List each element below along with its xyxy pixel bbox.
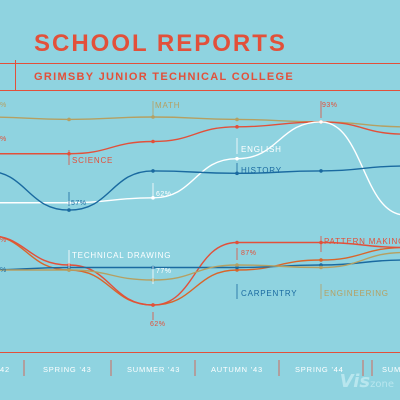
x-tick-label-2: SUMMER '43: [127, 365, 180, 374]
label-history: HISTORY: [241, 166, 282, 175]
label-technical-drawing: TECHNICAL DRAWING: [72, 251, 171, 260]
x-tick-label-4: SPRING '44: [295, 365, 344, 374]
pct-87: 87%: [241, 250, 257, 257]
point-english-4: [319, 120, 323, 124]
x-tick-label-1: SPRING '43: [43, 365, 92, 374]
x-tick-label-5: SUMMER: [382, 365, 400, 374]
x-axis: 42 SPRING '43 SUMMER '43 AUTUMN '43 SPRING '…: [0, 360, 400, 376]
series-science-line: [0, 121, 400, 155]
label-english: ENGLISH: [241, 145, 282, 154]
point-technical-drawing-3: [235, 268, 239, 272]
point-engineering-4: [319, 265, 323, 270]
label-pattern-making: PATTERN MAKING: [324, 237, 400, 246]
header-rule-tick: [15, 60, 16, 90]
x-axis-rule: [0, 352, 400, 353]
pct-left-b: %: [0, 267, 7, 274]
x-tick-label-3: AUTUMN '43: [211, 365, 263, 374]
label-math: MATH: [155, 101, 180, 110]
point-english-3: [235, 156, 239, 161]
panel-academic: % MATH 93%% SCIENCE ENGLISH HISTORY 57% 62%: [0, 101, 400, 215]
panel-technical: % TECHNICAL DRAWING PATTERN MAKING 87% 77%% C…: [0, 235, 400, 328]
point-math-1: [67, 117, 71, 122]
vizzone-watermark: Viszone: [339, 371, 394, 392]
label-engineering: ENGINEERING: [324, 289, 389, 298]
point-history-2: [151, 169, 155, 173]
x-tick-label-0: 42: [0, 365, 10, 374]
point-engineering-1: [67, 268, 71, 272]
pct-93: 93%: [322, 102, 338, 109]
header-rule-bottom: [0, 90, 400, 91]
pct-math-left: %: [0, 102, 7, 109]
pct-77: 77%: [156, 268, 172, 275]
pct-62: 62%: [156, 191, 172, 198]
pct-science-left: %: [0, 136, 7, 143]
label-carpentry: CARPENTRY: [241, 289, 297, 298]
label-science: SCIENCE: [72, 156, 113, 165]
point-pattern-making-3: [235, 240, 239, 245]
point-science-3: [235, 125, 239, 129]
series-english-line: [0, 121, 400, 215]
point-technical-drawing-4: [319, 258, 323, 262]
pct-62-technical: 62%: [150, 321, 166, 328]
point-carpentry-4: [319, 263, 323, 267]
page-subtitle: GRIMSBY JUNIOR TECHNICAL COLLEGE: [34, 71, 294, 83]
series-engineering-line: [0, 251, 400, 281]
point-history-1: [67, 208, 71, 212]
point-pattern-making-2: [151, 303, 155, 307]
point-carpentry-3: [235, 265, 239, 270]
point-english-2: [151, 196, 155, 200]
series-carpentry-line: [0, 259, 400, 271]
point-engineering-3: [235, 263, 239, 267]
pct-left-a: %: [0, 237, 7, 244]
header-rule-top: [0, 63, 400, 64]
point-math-3: [235, 117, 239, 122]
series-math-line: [0, 116, 400, 128]
page-title: SCHOOL REPORTS: [34, 30, 287, 57]
point-science-2: [151, 139, 155, 144]
point-history-4: [319, 169, 323, 173]
pct-57: 57%: [71, 200, 87, 207]
series-history-line: [0, 165, 400, 211]
